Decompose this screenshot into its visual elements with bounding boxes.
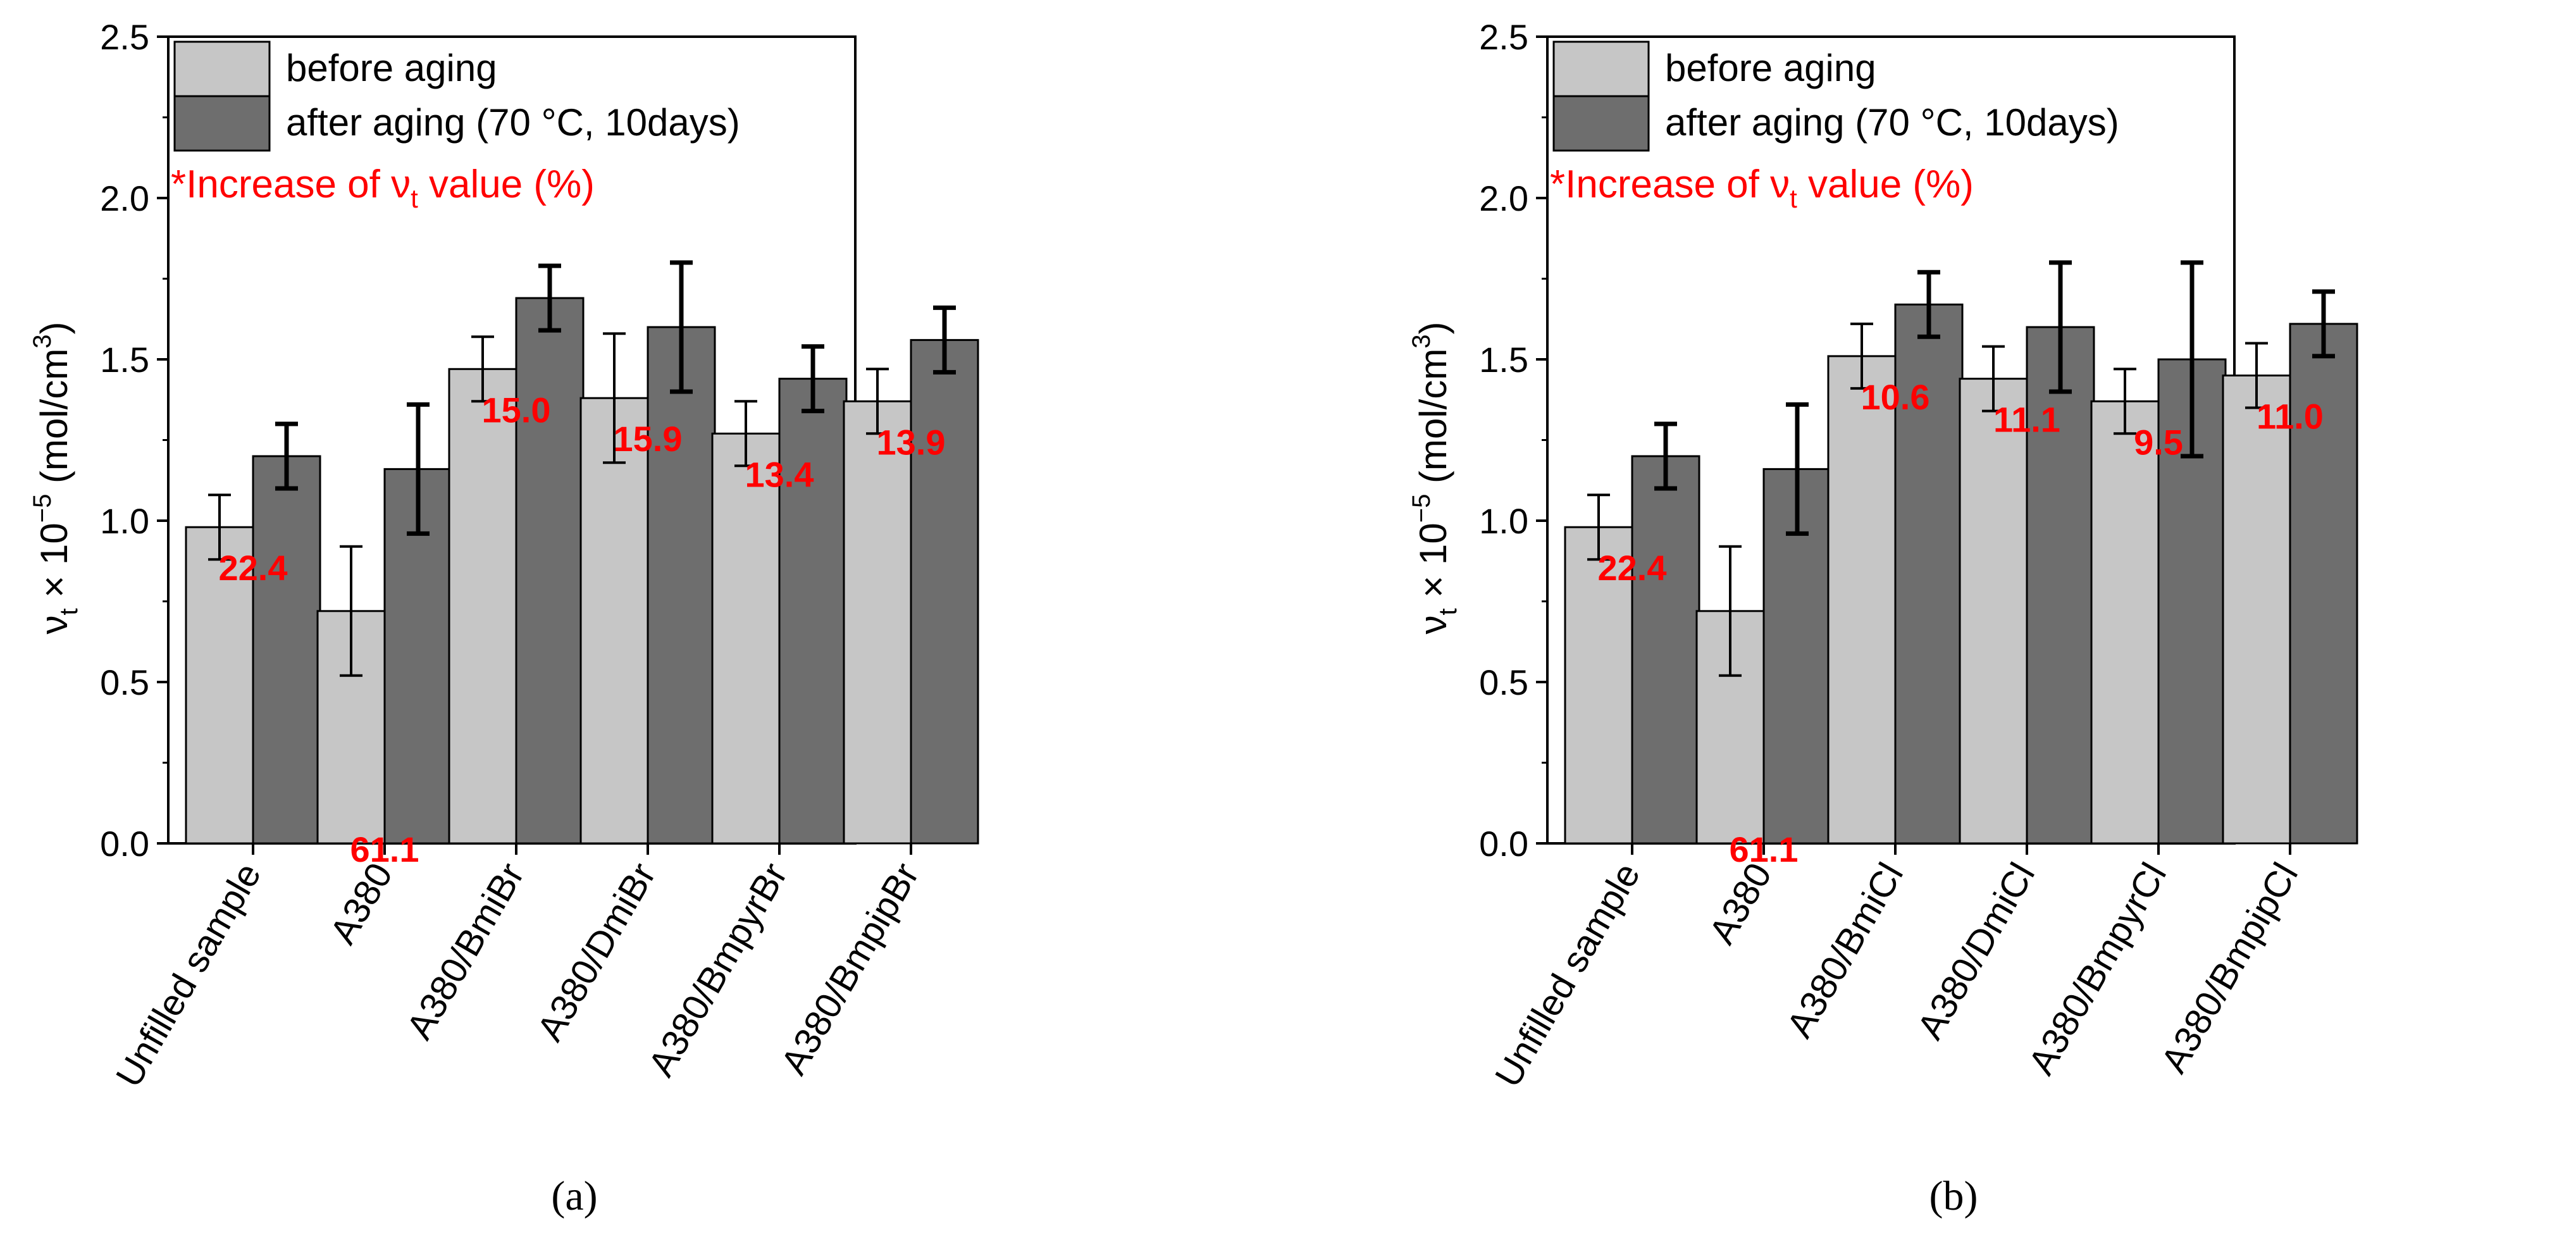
note-prefix: *Increase of — [1550, 163, 1770, 206]
panel-a: 0.00.51.01.52.02.5νt × 10−5 (mol/cm3)22.… — [28, 17, 979, 1219]
y-label-unit-exp: 3 — [1408, 334, 1435, 348]
y-label-units: (mol/cm — [33, 349, 75, 494]
panel-label: (a) — [551, 1173, 597, 1219]
bar-before-aging — [1959, 378, 2028, 845]
y-tick-label: 1.5 — [100, 340, 149, 380]
bar-after-aging — [2026, 326, 2095, 845]
y-tick-label: 2.0 — [1479, 178, 1528, 218]
x-category-label: Unfilled sample — [1487, 856, 1649, 1094]
y-label-nu: ν — [33, 616, 75, 635]
y-axis-label: νt × 10−5 (mol/cm3) — [28, 321, 83, 634]
panel-b: 0.00.51.01.52.02.5νt × 10−5 (mol/cm3)22.… — [1408, 17, 2358, 1219]
increase-label: 11.0 — [2257, 397, 2324, 437]
increase-label: 11.1 — [1993, 400, 2060, 440]
y-label-times: × 10 — [1412, 523, 1454, 608]
increase-label: 22.4 — [1598, 548, 1667, 588]
note-prefix: *Increase of — [171, 163, 391, 206]
y-tick-label: 0.0 — [1479, 824, 1528, 864]
bar-after-aging — [252, 455, 321, 845]
legend-label-after: after aging (70 °C, 10days) — [1665, 101, 2119, 144]
legend-swatch-before — [1552, 40, 1650, 97]
x-category-label: A380/DmiBr — [529, 856, 664, 1048]
note-sub: t — [411, 183, 418, 213]
x-category-label: A380/DmiCl — [1909, 856, 2043, 1046]
note-suffix: value (%) — [1797, 163, 1974, 206]
increase-label: 15.0 — [482, 390, 551, 430]
y-axis-label: νt × 10−5 (mol/cm3) — [1408, 321, 1462, 634]
bar-before-aging — [185, 526, 254, 845]
y-tick-label: 1.0 — [100, 501, 149, 541]
bar-before-aging — [711, 432, 781, 845]
bar-after-aging — [647, 326, 716, 845]
increase-label: 22.4 — [219, 548, 288, 588]
bar-before-aging — [1564, 526, 1633, 845]
y-label-sub: t — [55, 608, 83, 615]
x-category-label: A380/BmpipBr — [773, 856, 927, 1081]
y-tick-label: 0.0 — [100, 824, 149, 864]
y-label-nu: ν — [1412, 616, 1454, 635]
panel-label: (b) — [1929, 1173, 1978, 1219]
y-tick-label: 2.5 — [1479, 17, 1528, 57]
bar-before-aging — [448, 368, 517, 845]
y-tick-label: 2.5 — [100, 17, 149, 57]
bar-after-aging — [2289, 323, 2358, 845]
x-category-label: A380/BmiBr — [399, 856, 532, 1046]
y-tick-label: 1.5 — [1479, 340, 1528, 380]
note-sub: t — [1790, 183, 1797, 213]
y-tick-label: 2.0 — [100, 178, 149, 218]
x-category-label: A380 — [322, 856, 400, 951]
bar-after-aging — [1631, 455, 1700, 845]
bar-after-aging — [778, 378, 848, 845]
bar-before-aging — [579, 397, 649, 845]
legend-swatch-after — [173, 95, 271, 152]
y-label-times: × 10 — [33, 523, 75, 608]
increase-note: *Increase of νt value (%) — [171, 163, 595, 213]
x-category-label: Unfilled sample — [108, 856, 269, 1094]
legend-swatch-before — [173, 40, 271, 97]
note-nu: ν — [391, 163, 411, 206]
y-label-close: ) — [1412, 321, 1454, 334]
note-nu: ν — [1770, 163, 1790, 206]
bar-before-aging — [2222, 375, 2291, 845]
x-category-label: A380/BmpyrBr — [640, 856, 795, 1083]
x-category-label: A380/BmiCl — [1779, 856, 1911, 1045]
x-category-label: A380/BmpyrCl — [2021, 856, 2174, 1081]
y-tick-label: 1.0 — [1479, 501, 1528, 541]
bar-after-aging — [515, 297, 585, 845]
increase-label: 10.6 — [1861, 377, 1930, 417]
y-label-close: ) — [33, 321, 75, 334]
increase-label: 13.9 — [877, 422, 946, 462]
y-label-exp: −5 — [1408, 494, 1435, 523]
y-label-sub: t — [1434, 608, 1462, 615]
legend-label-before: before aging — [1665, 47, 1876, 89]
increase-label: 15.9 — [614, 419, 683, 459]
y-label-exp: −5 — [28, 494, 56, 523]
y-tick-label: 0.5 — [100, 662, 149, 702]
legend-label-before: before aging — [286, 47, 497, 89]
bar-before-aging — [2090, 400, 2160, 845]
increase-note: *Increase of νt value (%) — [1550, 163, 1974, 213]
legend-label-after: after aging (70 °C, 10days) — [286, 101, 740, 144]
y-tick-label: 0.5 — [1479, 662, 1528, 702]
increase-label: 13.4 — [745, 454, 814, 494]
y-label-unit-exp: 3 — [28, 334, 56, 348]
increase-label: 9.5 — [2134, 422, 2183, 462]
x-category-label: A380 — [1701, 856, 1780, 951]
x-category-label: A380/BmpipCl — [2153, 856, 2307, 1080]
bar-before-aging — [1827, 355, 1897, 845]
legend-swatch-after — [1552, 95, 1650, 152]
bar-before-aging — [843, 400, 912, 845]
bar-after-aging — [910, 338, 979, 845]
note-suffix: value (%) — [418, 163, 595, 206]
y-label-units: (mol/cm — [1412, 349, 1454, 494]
